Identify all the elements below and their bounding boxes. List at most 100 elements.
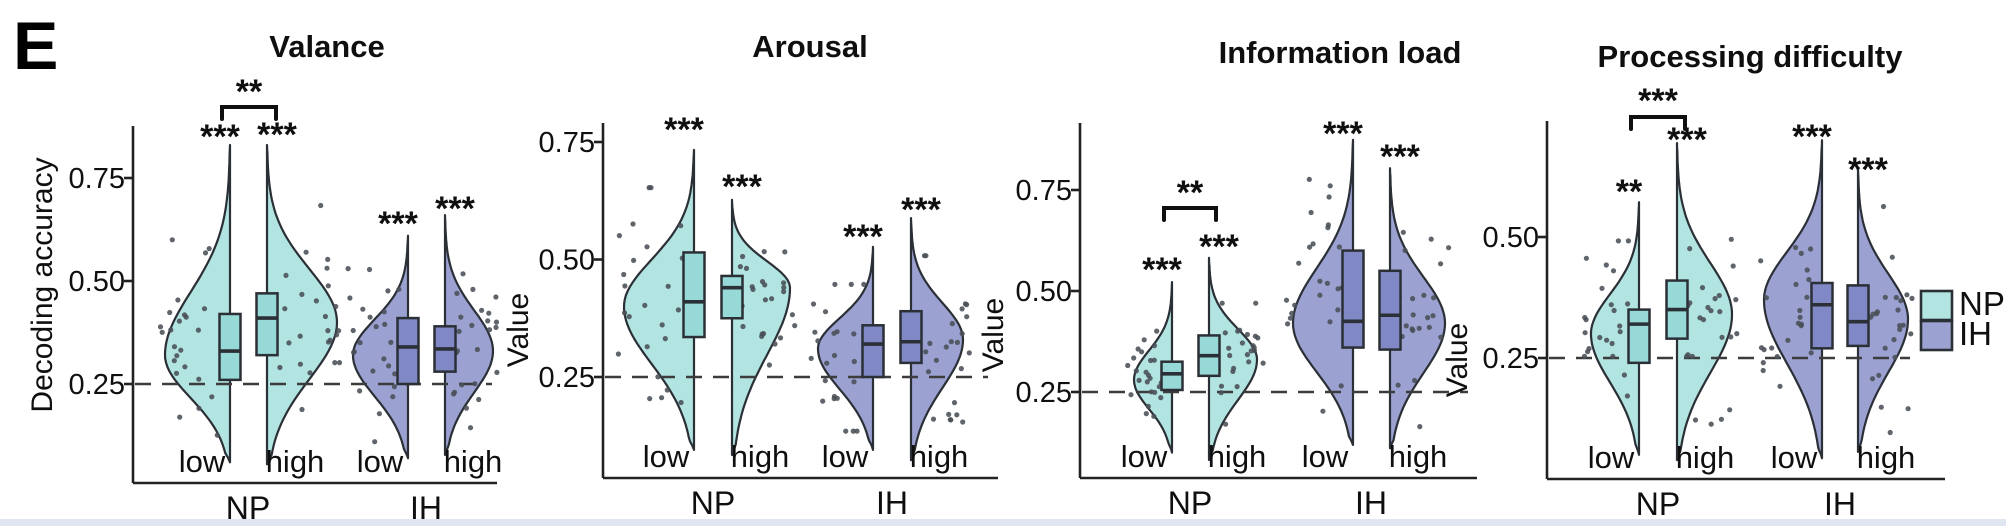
scatter-dot	[1891, 337, 1897, 343]
scatter-dot	[930, 416, 937, 422]
scatter-dot	[966, 350, 972, 356]
scatter-dot	[372, 439, 378, 445]
scatter-dot	[1597, 334, 1603, 341]
scatter-dot	[493, 294, 499, 300]
violin-shape	[1762, 139, 1824, 460]
scatter-dot	[476, 396, 482, 403]
scatter-dot	[1728, 236, 1734, 242]
scatter-dot	[1306, 176, 1312, 182]
scatter-dot	[366, 266, 373, 273]
scatter-dot	[157, 324, 164, 330]
scatter-dot	[474, 346, 480, 353]
significance-stars: **	[1616, 173, 1643, 211]
box-plot	[1846, 284, 1870, 348]
scatter-dot	[1582, 330, 1588, 336]
significance-bracket	[1162, 206, 1218, 222]
violin-shape	[1856, 166, 1910, 453]
scatter-dot	[626, 314, 632, 320]
scatter-dot	[954, 339, 961, 345]
scatter-dot	[345, 266, 351, 272]
scatter-dot	[1283, 297, 1290, 303]
scatter-dot	[1430, 313, 1436, 319]
scatter-dot	[1869, 376, 1876, 382]
significance-stars: ***	[901, 191, 941, 229]
scatter-dot	[332, 360, 338, 366]
scatter-dot	[1760, 367, 1766, 374]
significance-stars: ***	[1323, 115, 1363, 153]
scatter-dot	[1882, 345, 1888, 351]
group-label: IH	[876, 485, 908, 521]
box-plot	[720, 274, 744, 320]
scatter-dot	[781, 280, 787, 286]
box-plot	[1160, 360, 1184, 392]
scatter-dot	[388, 339, 394, 345]
scatter-dot	[159, 329, 165, 335]
scatter-dot	[675, 307, 682, 313]
scatter-dot	[1687, 246, 1693, 252]
scatter-dot	[1727, 407, 1733, 413]
scatter-dot	[616, 233, 623, 239]
scatter-dot	[1708, 308, 1714, 314]
scatter-dots	[615, 185, 685, 406]
scatter-dot	[325, 283, 331, 289]
scatter-dot	[1317, 292, 1323, 298]
scatter-dot	[196, 376, 202, 382]
scatter-dot	[1431, 295, 1437, 301]
scatter-dot	[1760, 360, 1766, 366]
scatter-dot	[655, 374, 661, 380]
scatter-dot	[1586, 346, 1592, 352]
scatter-dot	[1905, 406, 1911, 412]
scatter-dot	[927, 340, 933, 346]
violin-shape	[730, 198, 792, 457]
condition-label: high	[444, 444, 503, 479]
y-tick-label: 0.50	[69, 266, 125, 298]
scatter-dot	[1158, 395, 1164, 401]
scatter-dot	[1226, 345, 1232, 351]
legend-label-ih: IH	[1959, 315, 1992, 352]
scatter-dot	[1239, 340, 1245, 346]
scatter-dot	[759, 333, 765, 339]
scatter-dot	[1446, 245, 1452, 251]
scatter-dot	[1719, 334, 1725, 340]
scatter-dot	[1325, 222, 1331, 228]
bottom-edge-strip	[0, 519, 2006, 526]
scatter-dot	[373, 324, 379, 330]
scatter-dots	[277, 202, 343, 413]
significance-stars: ***	[1848, 151, 1888, 189]
scatter-dot	[781, 289, 787, 295]
scatter-dot	[1895, 307, 1901, 313]
scatter-dot	[1336, 244, 1342, 250]
scatter-dot	[615, 351, 622, 357]
scatter-dot	[1409, 326, 1415, 332]
scatter-dot	[947, 417, 953, 423]
scatter-dot	[1808, 246, 1814, 252]
scatter-dot	[948, 339, 954, 345]
scatter-dot	[1705, 304, 1711, 311]
scatter-dot	[1798, 250, 1804, 256]
condition-label: low	[1121, 439, 1168, 474]
scatter-dot	[1145, 372, 1152, 378]
y-tick-label: 0.25	[69, 369, 125, 401]
box-plot	[396, 316, 420, 386]
scatter-dot	[1610, 268, 1617, 274]
scatter-dot	[631, 257, 637, 263]
scatter-dot	[1410, 312, 1416, 318]
scatter-dot	[178, 347, 184, 353]
scatter-dot	[1625, 238, 1631, 244]
scatter-dot	[621, 271, 627, 278]
scatter-dot	[1804, 267, 1810, 273]
scatter-dot	[1882, 294, 1888, 300]
panel-processing-difficulty: Processing difficulty Value 0.50 0.25 ** low *…	[1441, 39, 1945, 522]
scatter-dot	[1141, 337, 1147, 343]
scatter-dot	[336, 328, 342, 334]
scatter-dot	[303, 249, 309, 255]
scatter-dot	[1758, 258, 1764, 264]
scatter-dot	[385, 288, 391, 294]
scatter-dot	[350, 327, 356, 334]
scatter-dot	[174, 353, 180, 359]
panel-title: Arousal	[752, 29, 867, 64]
scatter-dot	[1125, 362, 1131, 369]
scatter-dot	[1307, 244, 1313, 250]
scatter-dot	[1793, 244, 1799, 251]
